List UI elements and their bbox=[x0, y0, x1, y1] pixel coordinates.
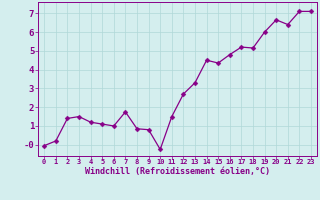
X-axis label: Windchill (Refroidissement éolien,°C): Windchill (Refroidissement éolien,°C) bbox=[85, 167, 270, 176]
